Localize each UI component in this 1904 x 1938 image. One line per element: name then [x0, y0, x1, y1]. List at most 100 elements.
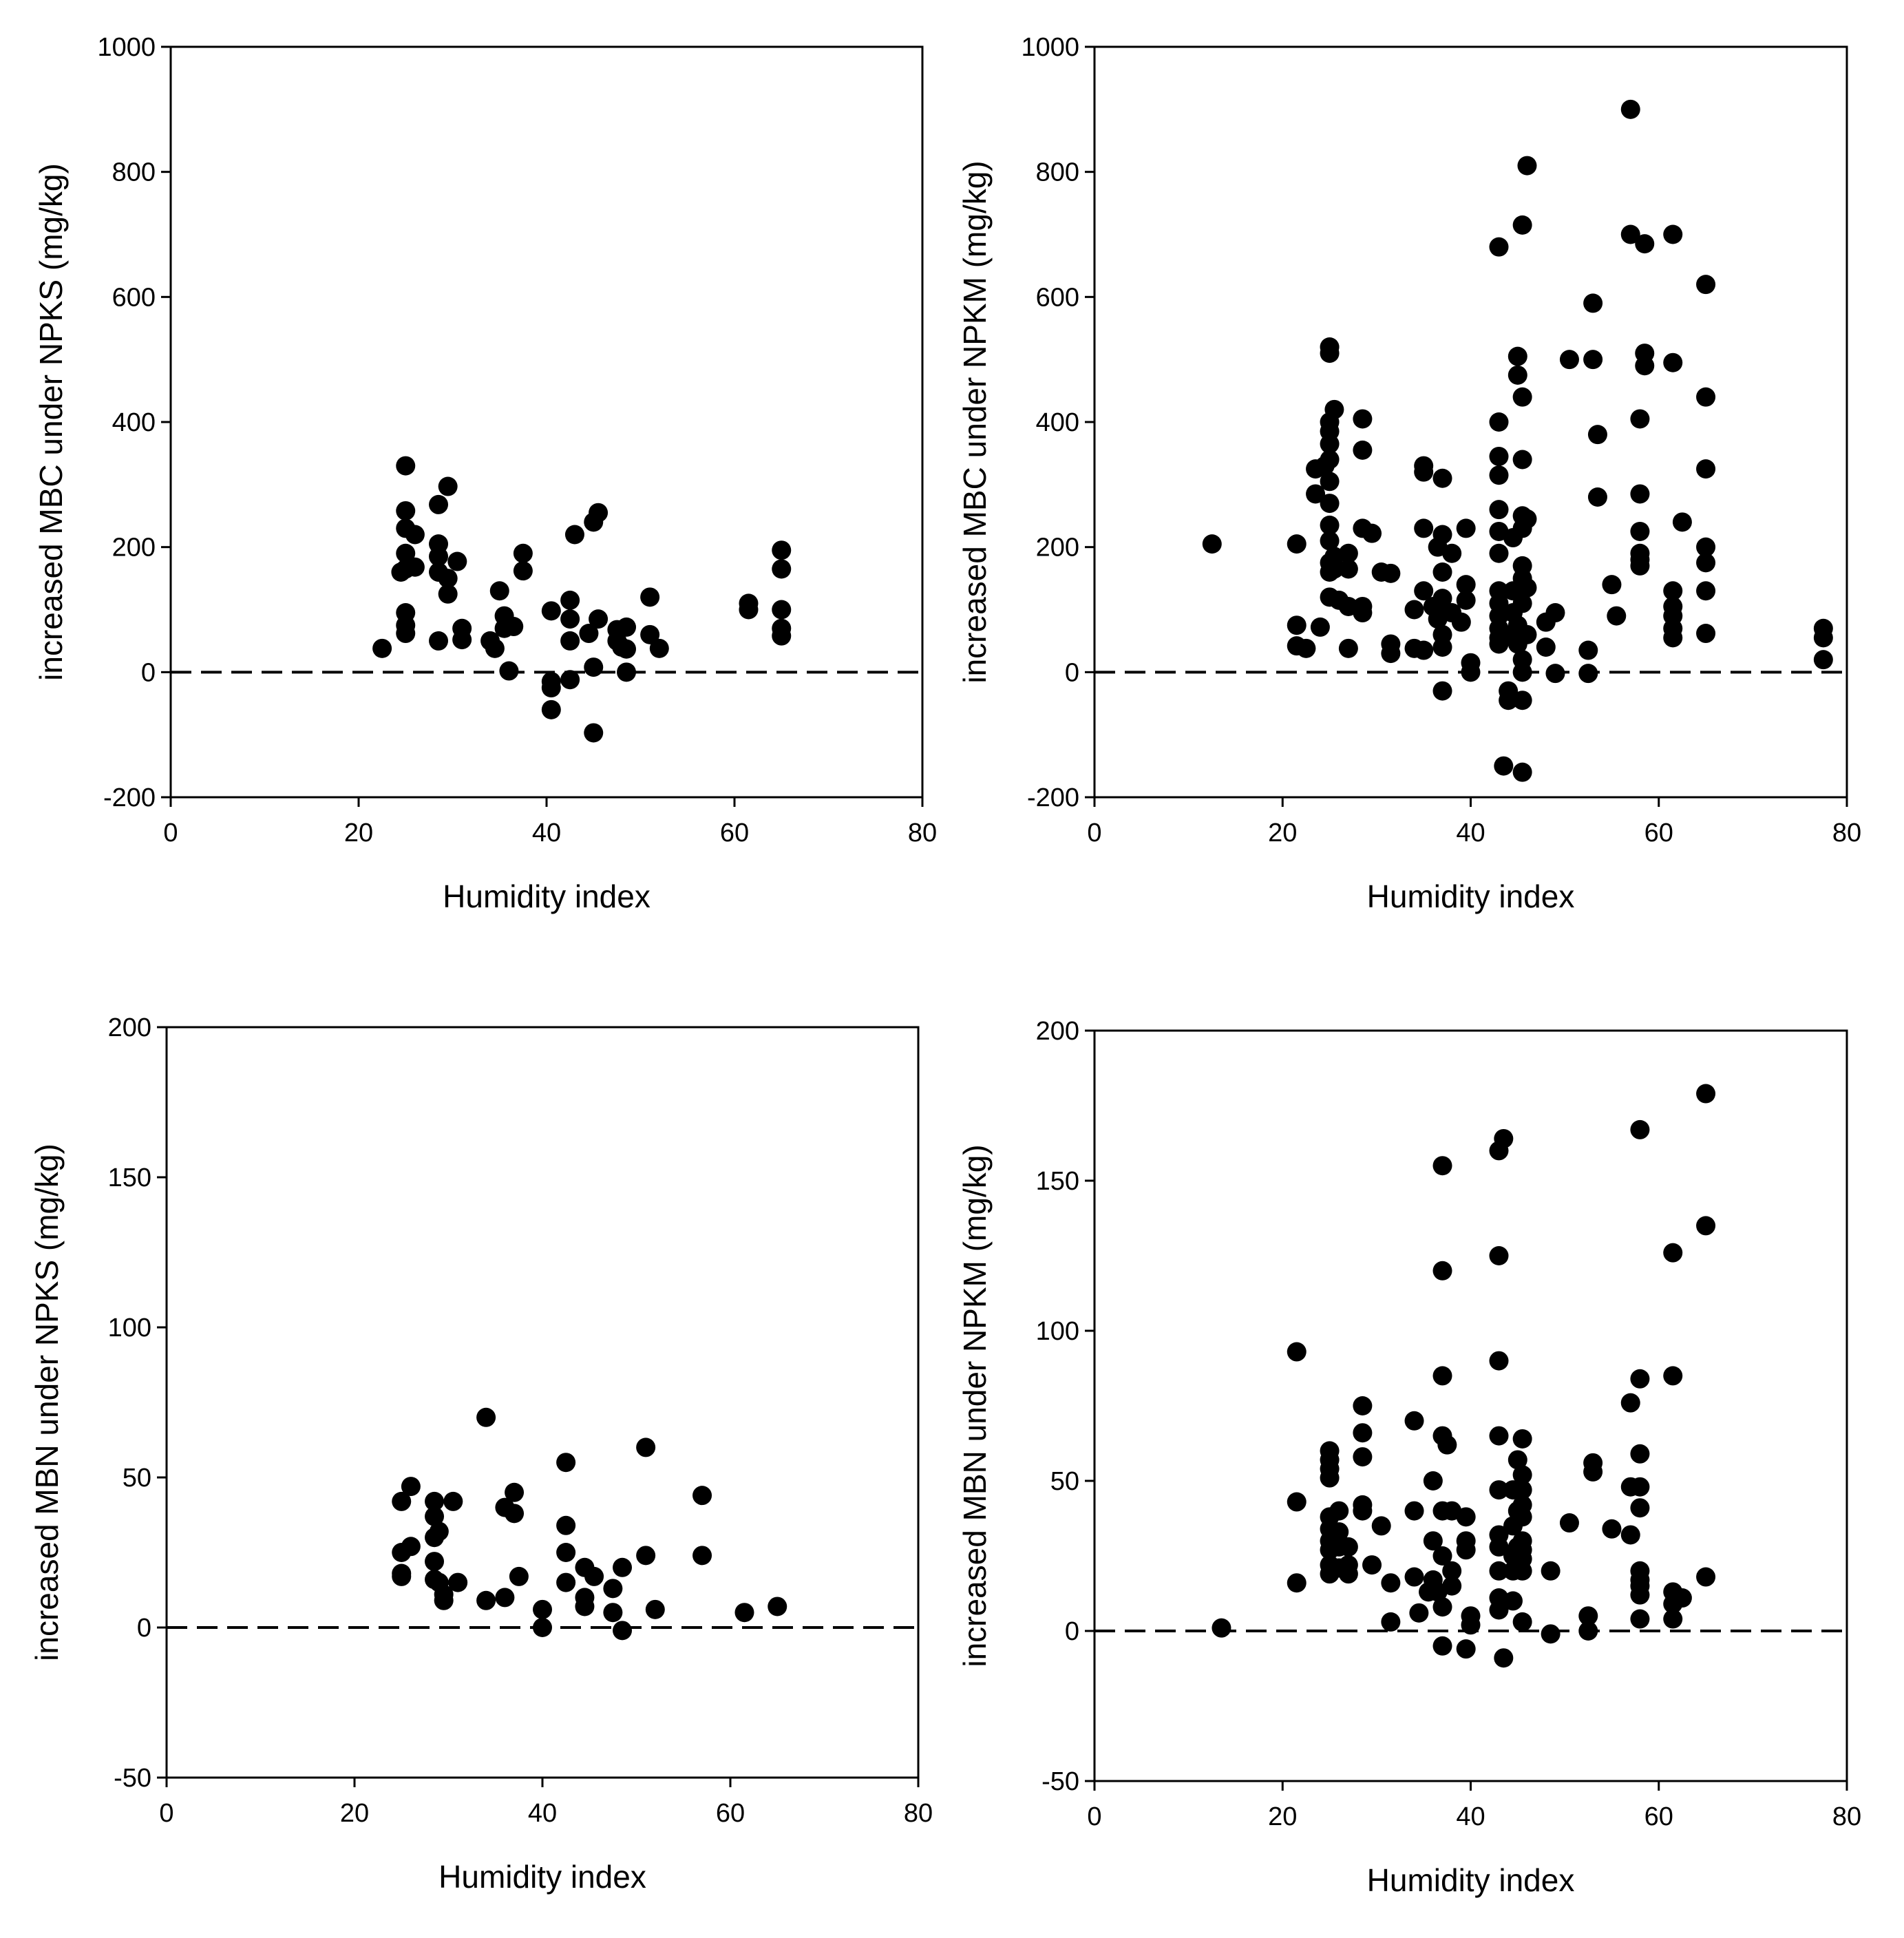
data-point	[1451, 612, 1471, 632]
data-point	[1541, 1561, 1561, 1581]
data-point	[1489, 465, 1509, 485]
data-point	[617, 617, 637, 637]
data-point	[1320, 531, 1340, 551]
data-point	[372, 638, 392, 658]
data-point	[1310, 617, 1330, 637]
data-point	[1587, 425, 1607, 445]
data-point	[1414, 640, 1434, 660]
y-tick-label: 0	[141, 658, 156, 687]
data-point	[1338, 1564, 1358, 1584]
data-point	[1456, 518, 1476, 538]
data-point	[1432, 562, 1452, 582]
data-point	[1423, 1471, 1443, 1491]
data-point	[401, 1537, 421, 1557]
y-tick-label: 600	[1036, 283, 1079, 312]
data-point	[1456, 590, 1476, 610]
data-point	[1320, 472, 1340, 492]
data-point	[1494, 1648, 1514, 1668]
data-point	[1578, 1621, 1598, 1641]
y-tick-label: 150	[108, 1163, 151, 1192]
x-tick-label: 0	[163, 819, 178, 847]
data-point	[1381, 1612, 1401, 1632]
data-point	[1432, 681, 1452, 701]
data-point	[1578, 1606, 1598, 1626]
x-tick-label: 60	[720, 819, 749, 847]
data-point	[1512, 762, 1532, 782]
y-tick-label: 800	[1036, 158, 1079, 187]
data-point	[1324, 399, 1344, 419]
x-axis-title: Humidity index	[443, 878, 650, 914]
data-point	[556, 1515, 576, 1535]
data-point	[1663, 1366, 1683, 1386]
data-point	[1620, 1393, 1640, 1413]
data-point	[504, 617, 524, 637]
data-point	[392, 1491, 412, 1511]
data-point	[1353, 1447, 1373, 1467]
data-point	[489, 581, 509, 601]
data-point	[1296, 638, 1316, 658]
data-point	[1489, 1600, 1509, 1620]
chart-panel-3: -50 0 50 100 150 200 0 20 40 60 80 Humidity index in…	[29, 1013, 933, 1895]
data-point	[640, 624, 660, 644]
data-point	[1489, 1351, 1509, 1371]
data-point	[1456, 575, 1476, 595]
x-tick-label: 0	[1087, 819, 1101, 847]
data-point	[589, 503, 609, 523]
data-point	[560, 670, 580, 690]
data-point	[1489, 500, 1509, 520]
data-point	[1512, 387, 1532, 407]
data-point	[1381, 1573, 1401, 1593]
data-point	[1353, 1501, 1373, 1521]
x-tick-label: 60	[1644, 819, 1673, 847]
data-point	[734, 1603, 754, 1623]
data-point	[1353, 440, 1373, 460]
data-point	[1494, 756, 1514, 776]
data-point	[1583, 1462, 1603, 1482]
data-point	[603, 1603, 623, 1623]
data-point	[448, 1572, 468, 1592]
data-point	[1432, 1636, 1452, 1656]
data-point	[1414, 581, 1434, 601]
data-point	[1630, 1444, 1650, 1464]
plot-frame	[1093, 45, 1848, 799]
data-point	[1696, 553, 1716, 573]
data-point	[1414, 462, 1434, 482]
data-point	[401, 1477, 421, 1497]
data-point	[636, 1546, 656, 1566]
chart-panel-2: -200 0 200 400 600 800 1000 0 20 40 60 80 Humidity i…	[957, 33, 1861, 914]
data-point	[1630, 1477, 1650, 1497]
x-tick-label: 60	[1644, 1802, 1673, 1831]
data-point	[1320, 1468, 1340, 1488]
data-point	[476, 1590, 496, 1610]
data-point	[649, 638, 669, 658]
data-point	[1404, 600, 1424, 620]
data-point	[1663, 581, 1683, 601]
data-point	[425, 1552, 445, 1572]
data-point	[1813, 628, 1833, 648]
data-point	[1414, 518, 1434, 538]
y-tick-label: 0	[1065, 1617, 1079, 1646]
data-point	[541, 678, 561, 698]
data-point	[1381, 563, 1401, 583]
y-axis-title: increased MBC under NPKM (mg/kg)	[957, 160, 993, 683]
data-point	[1559, 1513, 1579, 1533]
data-point	[1489, 446, 1509, 466]
y-tick-label: 0	[1065, 658, 1079, 687]
data-point	[1696, 581, 1716, 601]
data-point	[1696, 1567, 1716, 1587]
data-point	[1362, 1555, 1382, 1575]
data-point	[1489, 1246, 1509, 1265]
data-point	[476, 1407, 496, 1427]
data-point	[1508, 346, 1527, 366]
data-point	[396, 456, 416, 476]
data-point	[613, 1557, 633, 1577]
data-point	[603, 1579, 623, 1599]
data-point	[564, 525, 584, 545]
data-point	[772, 626, 792, 646]
data-point	[1456, 1540, 1476, 1560]
data-point	[1338, 1537, 1358, 1557]
data-point	[1696, 1084, 1716, 1104]
data-point	[1508, 365, 1527, 385]
data-point	[1461, 1615, 1481, 1635]
